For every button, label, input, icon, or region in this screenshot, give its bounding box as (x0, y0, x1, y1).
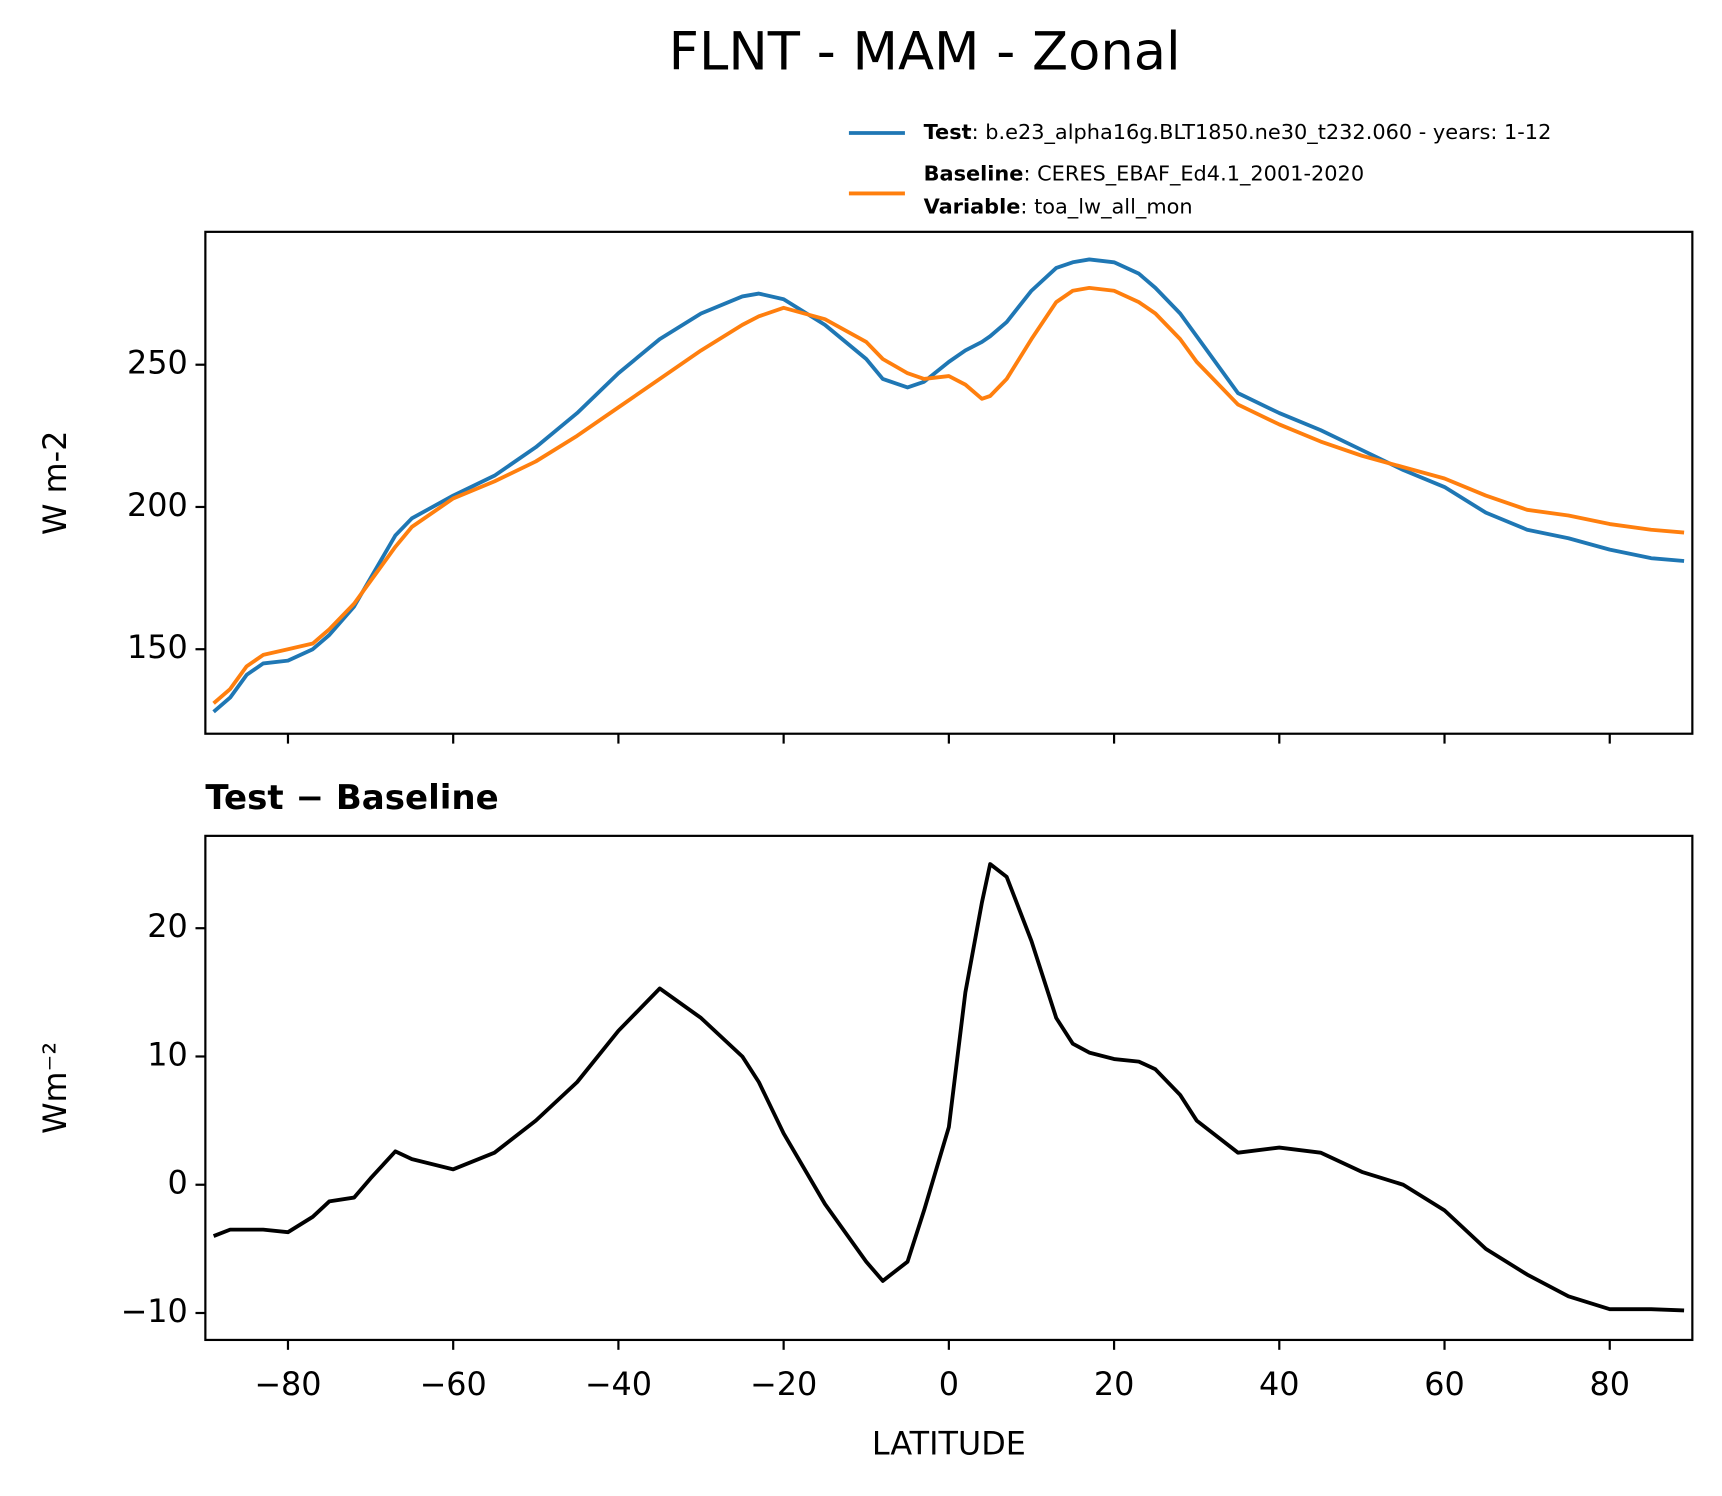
legend-entry: Baseline: CERES_EBAF_Ed4.1_2001-2020 (924, 162, 1365, 187)
axes-frame (204, 834, 1694, 1342)
y-tick-label: 10 (147, 1035, 188, 1073)
y-tick-label: 20 (147, 907, 188, 945)
legend-entry: Test: b.e23_alpha16g.BLT1850.ne30_t232.0… (924, 120, 1552, 145)
x-axis-label: LATITUDE (872, 1424, 1026, 1462)
x-tick-label: 20 (1094, 1365, 1135, 1403)
series-line (212, 285, 1685, 705)
y-tick-label: 0 (168, 1164, 188, 1202)
y-tick-label: 150 (127, 628, 188, 666)
y-axis-label: Wm⁻² (36, 1042, 74, 1134)
axes-title: Test − Baseline (205, 778, 498, 818)
x-tick-label: −20 (750, 1365, 817, 1403)
y-tick-label: 250 (127, 344, 188, 382)
legend-key: Test (924, 120, 972, 144)
y-tick-label: 200 (127, 486, 188, 524)
x-tick-label: 40 (1259, 1365, 1300, 1403)
y-axis-label: W m-2 (36, 431, 74, 535)
axes-frame (204, 230, 1694, 735)
legend-text: : CERES_EBAF_Ed4.1_2001-2020 (1023, 162, 1364, 187)
series-line (212, 257, 1685, 714)
x-tick-label: 60 (1424, 1365, 1465, 1403)
legend-key: Baseline (924, 162, 1024, 186)
x-tick-label: −60 (420, 1365, 487, 1403)
legend-entry: Variable: toa_lw_all_mon (924, 195, 1193, 220)
legend-text: : b.e23_alpha16g.BLT1850.ne30_t232.060 -… (972, 120, 1552, 145)
x-tick-label: −40 (585, 1365, 652, 1403)
series-line (212, 862, 1685, 1313)
figure-title: FLNT - MAM - Zonal (669, 22, 1181, 83)
x-tick-label: −80 (254, 1365, 321, 1403)
y-tick-label: −10 (121, 1292, 188, 1330)
legend-key: Variable (924, 195, 1021, 219)
legend-text: : toa_lw_all_mon (1020, 195, 1192, 220)
x-tick-label: 0 (939, 1365, 959, 1403)
x-tick-label: 80 (1589, 1365, 1630, 1403)
